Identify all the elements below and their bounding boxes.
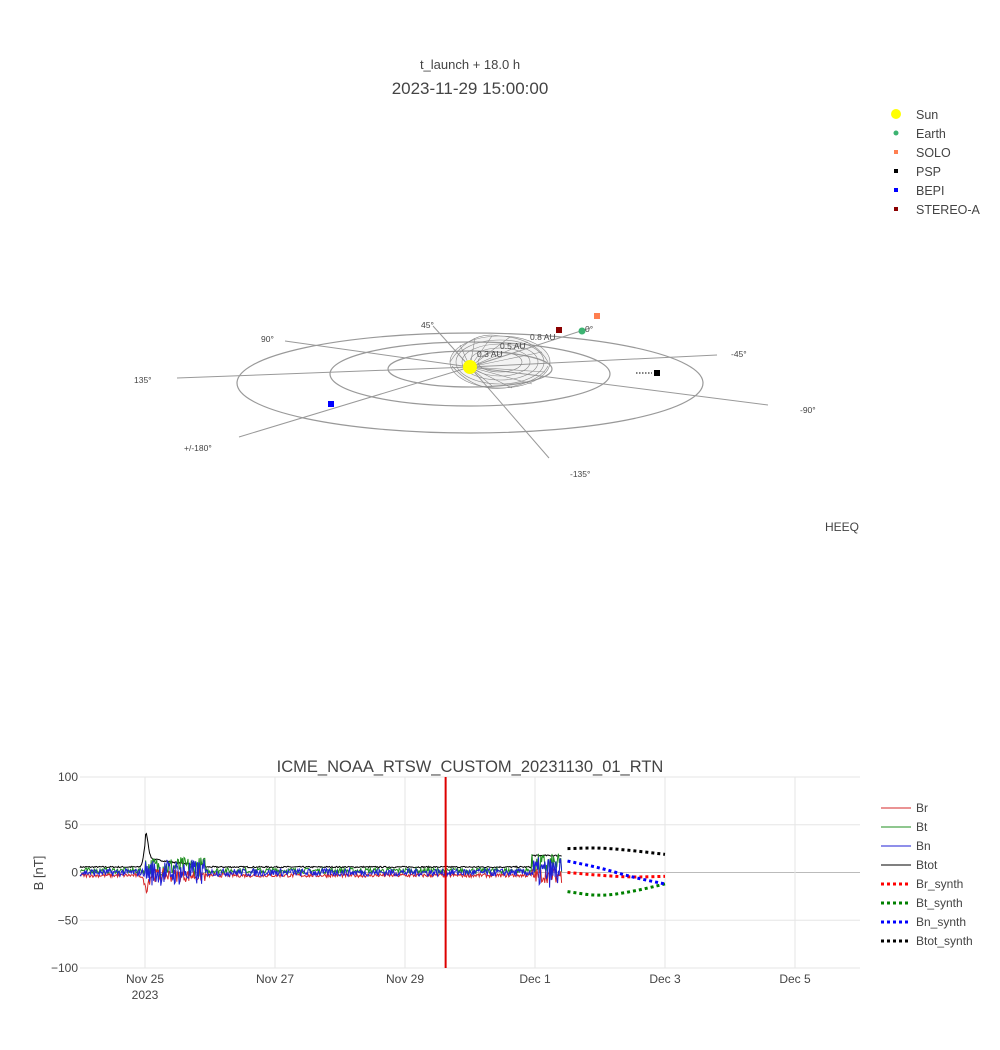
legend-sun-label: Sun [916,108,938,122]
x-tick-label: Dec 1 [519,972,551,986]
solo-marker [594,313,600,319]
legend-label-bn: Bn [916,839,931,853]
legend-psp-label: PSP [916,165,941,179]
magnetic-field-chart: ICME_NOAA_RTSW_CUSTOM_20231130_01_RTN B … [31,758,973,1002]
frame-label: HEEQ [825,520,859,534]
legend-psp-marker [894,169,898,173]
legend-label-btot_synth: Btot_synth [916,934,973,948]
legend-bepi-label: BEPI [916,184,945,198]
y-tick-label: −50 [58,913,79,927]
legend-label-br: Br [916,801,928,815]
x-tick-label: Dec 3 [649,972,681,986]
legend-earth-label: Earth [916,127,946,141]
spoke-line [469,366,769,406]
cme-wireframe [449,334,551,389]
spoke-line [469,354,718,368]
legend-stereo-a-marker [894,207,898,211]
orbit-ring-middle [329,341,611,407]
angle-label: +/-180° [184,443,212,453]
x-tick-label: Nov 27 [256,972,294,986]
psp-marker [654,370,660,376]
y-axis-label: B [nT] [31,856,46,891]
ring-label: 0.3 AU [477,349,503,359]
chart-title: ICME_NOAA_RTSW_CUSTOM_20231130_01_RTN [277,758,664,776]
orbit-legend: Sun Earth SOLO PSP BEPI STEREO-A [891,108,981,217]
x-tick-label: Nov 29 [386,972,424,986]
orbit-subtitle: t_launch + 18.0 h [419,57,521,72]
y-tick-label: 100 [58,770,78,784]
orbit-ring-outer [236,332,704,434]
orbit-plot: 0.3 AU 0.5 AU 0.8 AU 0° 45° 90° 135° +/-… [134,313,859,534]
bepi-marker [328,401,334,407]
series-line-bt_synth [567,882,666,897]
spoke-line [238,366,471,438]
angle-label: 0° [585,324,593,334]
angle-label: -45° [731,349,747,359]
angle-label: 45° [421,320,434,330]
series-line-bn [79,857,563,888]
x-tick-year: 2023 [132,988,159,1002]
legend-label-bt_synth: Bt_synth [916,896,963,910]
earth-marker [578,327,586,335]
angle-label: 135° [134,375,152,385]
y-tick-label: 50 [65,818,79,832]
y-tick-label: −100 [51,961,78,975]
series-line-btot [79,832,562,869]
stereo-a-marker [556,327,562,333]
angle-label: -135° [570,469,590,479]
y-tick-label: 0 [71,866,78,880]
spoke-line [469,327,591,368]
angle-label: -90° [800,405,816,415]
legend-earth-marker [893,130,899,136]
legend-stereo-a-label: STEREO-A [916,203,981,217]
series-line-btot_synth [567,846,666,856]
series-line-bn_synth [567,859,666,886]
angle-label: 90° [261,334,274,344]
legend-sun-marker [891,109,901,119]
spoke-line [284,340,471,368]
spoke-line [432,325,471,368]
sun-marker [463,360,477,374]
spoke-line [176,366,471,379]
orbit-title: 2023-11-29 15:00:00 [391,79,549,98]
legend-bepi-marker [894,188,898,192]
ring-label: 0.5 AU [500,341,526,351]
legend-solo-marker [894,150,898,154]
legend-label-btot: Btot [916,858,938,872]
legend-solo-label: SOLO [916,146,951,160]
legend-label-bn_synth: Bn_synth [916,915,966,929]
series-line-br_synth [567,871,666,879]
x-tick-label: Nov 25 [126,972,164,986]
legend-label-br_synth: Br_synth [916,877,963,891]
ring-label: 0.8 AU [530,332,556,342]
legend-label-bt: Bt [916,820,928,834]
x-tick-label: Dec 5 [779,972,811,986]
